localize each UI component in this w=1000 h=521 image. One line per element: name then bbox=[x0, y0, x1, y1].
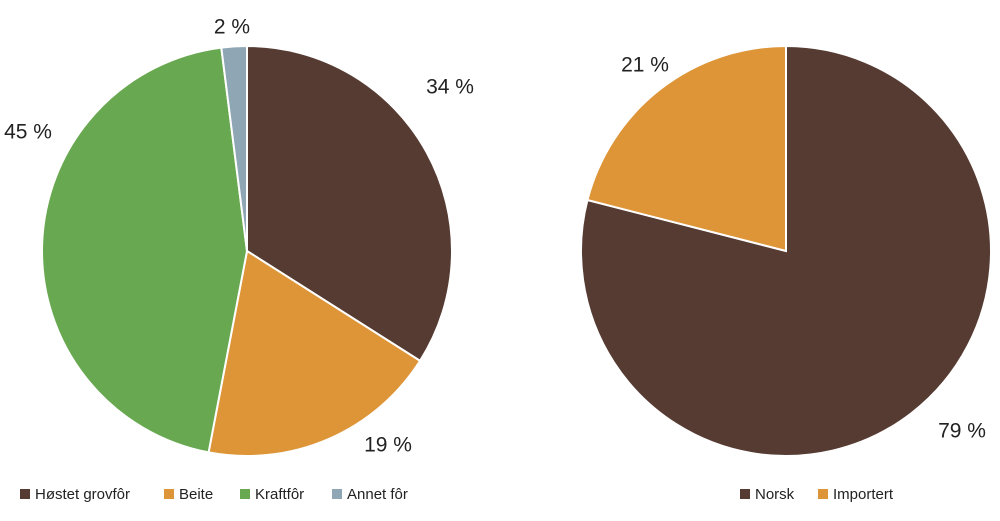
legend-label: Norsk bbox=[755, 486, 795, 503]
legend-swatch bbox=[818, 489, 828, 499]
pie-slice bbox=[246, 44, 453, 363]
legend-label: Kraftfôr bbox=[255, 486, 304, 503]
value-label: 21 % bbox=[621, 54, 669, 77]
value-label: 19 % bbox=[364, 434, 412, 457]
legend-swatch bbox=[332, 489, 342, 499]
pie-slice bbox=[220, 44, 248, 252]
legend-swatch bbox=[20, 489, 30, 499]
legend-label: Annet fôr bbox=[347, 486, 408, 503]
pie-slice bbox=[586, 44, 787, 253]
legend-swatch bbox=[740, 489, 750, 499]
legend-label: Beite bbox=[179, 486, 213, 503]
pie-slice bbox=[207, 249, 422, 457]
legend-swatch bbox=[240, 489, 250, 499]
value-label: 2 % bbox=[214, 16, 250, 39]
pie-slice bbox=[41, 46, 249, 454]
value-label: 45 % bbox=[4, 121, 52, 144]
legend-label: Importert bbox=[833, 486, 894, 503]
legend-label: Høstet grovfôr bbox=[35, 486, 130, 503]
value-label: 34 % bbox=[426, 76, 474, 99]
value-label: 79 % bbox=[938, 420, 986, 443]
legend-swatch bbox=[164, 489, 174, 499]
